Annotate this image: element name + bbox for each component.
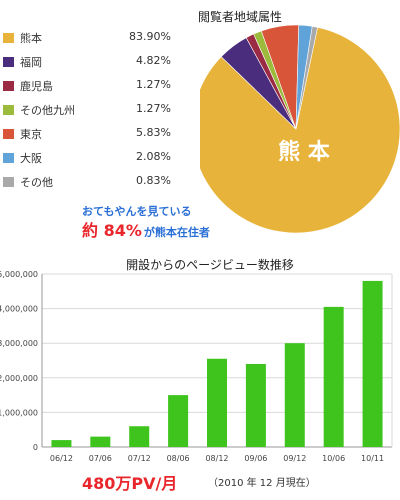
bar bbox=[323, 306, 344, 447]
x-tick-label: 10/06 bbox=[322, 454, 345, 463]
legend-value: 4.82% bbox=[136, 54, 171, 67]
legend-value: 83.90% bbox=[129, 30, 171, 43]
y-tick-label: 2,000,000 bbox=[0, 374, 38, 383]
pie-center-label: 熊 本 bbox=[278, 139, 330, 165]
legend-item: その他九州 1.27% bbox=[0, 102, 200, 118]
x-tick-label: 06/12 bbox=[50, 454, 73, 463]
monthly-pv-highlight: 480万PV/月 bbox=[82, 474, 178, 493]
legend-item: 熊本 83.90% bbox=[0, 30, 200, 46]
bar bbox=[207, 358, 227, 447]
legend-swatch bbox=[3, 57, 14, 67]
bar-chart-title: 開設からのページビュー数推移 bbox=[126, 258, 294, 272]
legend-swatch bbox=[3, 105, 14, 115]
kumamoto-note-line2: 約 84% が熊本在住者 bbox=[82, 217, 210, 241]
y-tick-label: 0 bbox=[33, 443, 38, 452]
legend-label: 福岡 bbox=[20, 56, 42, 69]
legend-item: 鹿児島 1.27% bbox=[0, 78, 200, 94]
kumamoto-note-line1: おてもやんを見ている bbox=[82, 205, 192, 218]
bar bbox=[90, 436, 111, 447]
legend-swatch bbox=[3, 81, 14, 91]
bar-chart: 0 1,000,000 2,000,000 3,000,000 4,000,000 5,0… bbox=[0, 270, 393, 463]
legend-label: 大阪 bbox=[20, 152, 42, 165]
legend-swatch bbox=[3, 177, 14, 187]
y-tick-label: 1,000,000 bbox=[0, 408, 38, 417]
legend-swatch bbox=[3, 129, 14, 139]
legend-value: 0.83% bbox=[136, 174, 171, 187]
legend-label: その他 bbox=[20, 176, 53, 189]
bar bbox=[51, 440, 72, 447]
pie-chart-title: 閲覧者地域属性 bbox=[197, 10, 282, 24]
y-tick-label: 4,000,000 bbox=[0, 305, 38, 314]
y-tick-label: 3,000,000 bbox=[0, 339, 38, 348]
legend-item: 東京 5.83% bbox=[0, 126, 200, 142]
kumamoto-note-suffix: が熊本在住者 bbox=[143, 226, 210, 239]
pie-slice bbox=[295, 25, 318, 130]
bar bbox=[168, 395, 189, 447]
bar bbox=[129, 426, 150, 447]
x-tick-label: 07/06 bbox=[89, 454, 112, 463]
bar bbox=[284, 343, 305, 447]
legend-item: 大阪 2.08% bbox=[0, 150, 200, 166]
legend-label: 熊本 bbox=[20, 32, 42, 45]
x-tick-label: 09/12 bbox=[283, 454, 306, 463]
x-tick-label: 10/11 bbox=[361, 454, 384, 463]
legend-swatch bbox=[3, 33, 14, 43]
pie-slice bbox=[200, 26, 400, 234]
x-tick-label: 08/06 bbox=[167, 454, 190, 463]
x-tick-label: 08/12 bbox=[205, 454, 228, 463]
legend-label: その他九州 bbox=[20, 104, 75, 117]
bar bbox=[362, 280, 383, 447]
y-tick-label: 5,000,000 bbox=[0, 270, 38, 279]
pie-chart: 熊 本 bbox=[200, 25, 400, 234]
legend-item: 福岡 4.82% bbox=[0, 54, 200, 70]
legend-value: 2.08% bbox=[136, 150, 171, 163]
legend-label: 鹿児島 bbox=[20, 80, 53, 93]
kumamoto-percent-highlight: 約 84% bbox=[82, 221, 142, 240]
x-tick-label: 07/12 bbox=[128, 454, 151, 463]
legend-item: その他 0.83% bbox=[0, 174, 200, 190]
legend-value: 5.83% bbox=[136, 126, 171, 139]
legend-value: 1.27% bbox=[136, 78, 171, 91]
x-tick-label: 09/06 bbox=[244, 454, 267, 463]
legend-swatch bbox=[3, 153, 14, 163]
as-of-date-note: （2010 年 12 月現在） bbox=[208, 478, 316, 489]
bar bbox=[245, 363, 266, 447]
legend-label: 東京 bbox=[20, 128, 42, 141]
legend-value: 1.27% bbox=[136, 102, 171, 115]
